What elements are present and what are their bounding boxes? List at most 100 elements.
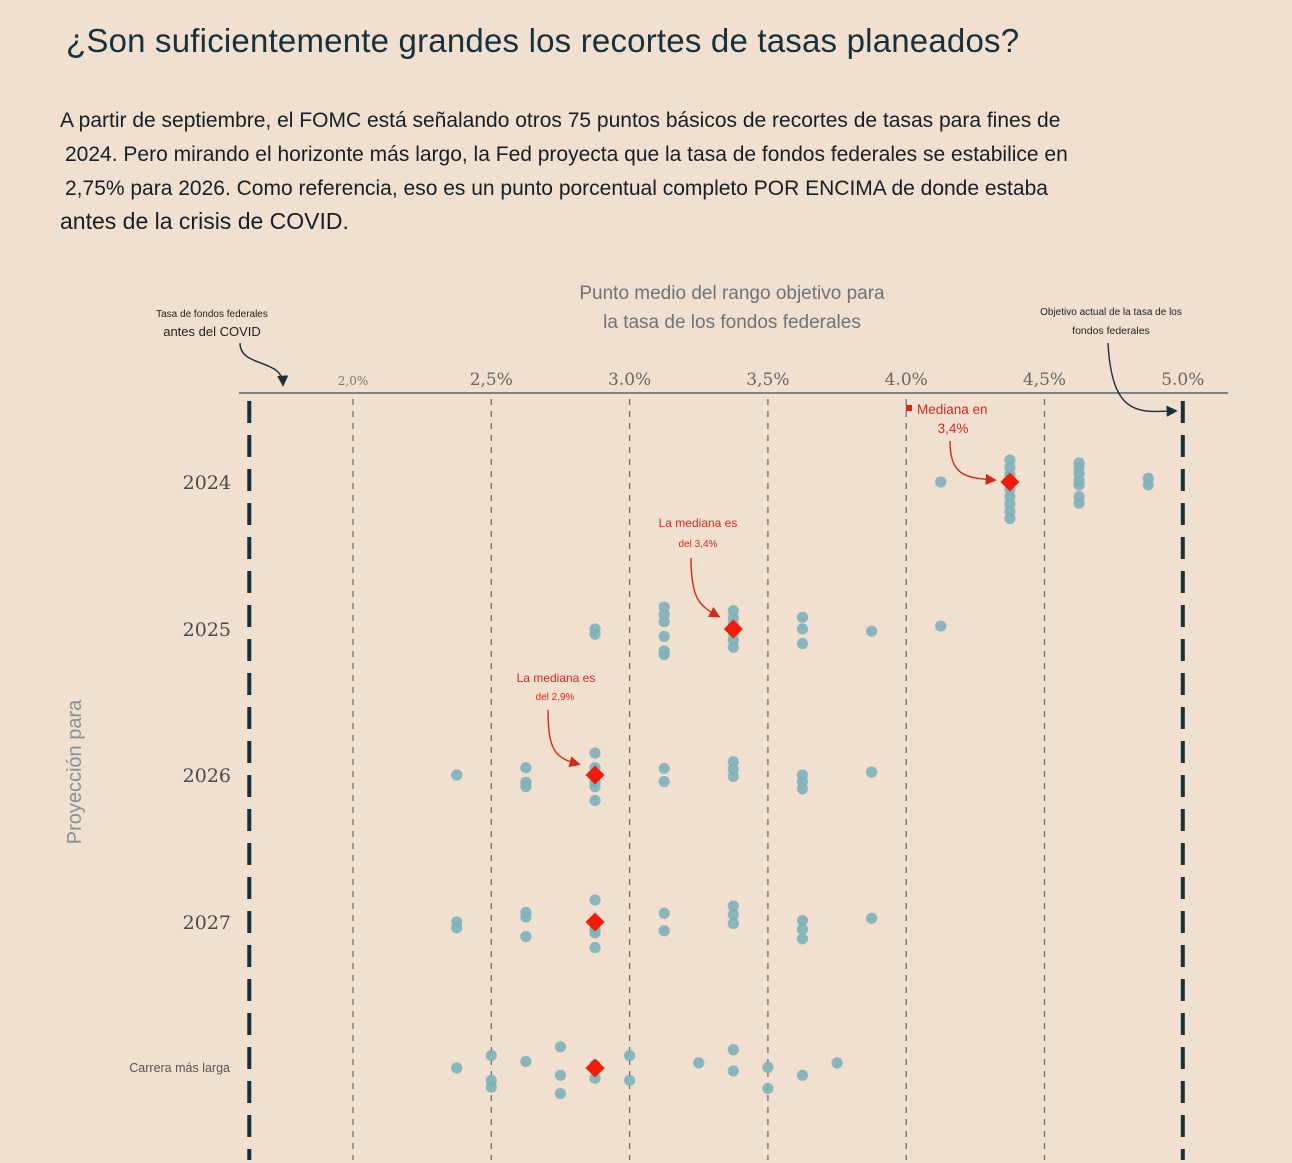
chart-title: ¿Son suficientemente grandes los recorte…: [66, 22, 1020, 59]
projection-dot: [554, 1087, 567, 1100]
projection-dot: [554, 1069, 567, 1081]
projection-dot: [520, 762, 532, 774]
chart-description: A partir de septiembre, el FOMC está señ…: [60, 104, 1220, 236]
projection-dot: [624, 1074, 636, 1087]
annotation-2024-line-1: Mediana en: [917, 402, 988, 417]
projection-dot: [1073, 479, 1085, 491]
projection-dot: [866, 766, 878, 778]
projection-dot: [727, 641, 739, 653]
projection-dot: [658, 648, 670, 661]
pre-covid-label-main: antes del COVID: [163, 324, 261, 339]
projection-dot: [727, 900, 739, 912]
projection-dot: [1073, 497, 1085, 509]
projection-dot: [796, 933, 809, 945]
pre-covid-arrow: [239, 342, 289, 387]
median-marker: [723, 619, 743, 639]
projection-dot: [589, 628, 601, 640]
annotation-2025-line-2: del 3,4%: [679, 539, 718, 550]
projection-dot: [589, 747, 601, 759]
pre-covid-label-small: Tasa de fondos federales: [156, 309, 268, 320]
projection-dot: [520, 931, 532, 943]
projection-dot: [658, 925, 670, 937]
projection-dot: [451, 922, 463, 934]
projection-dot: [658, 775, 670, 788]
projection-dot: [451, 1062, 463, 1074]
projection-dot: [866, 912, 878, 924]
projection-dot: [796, 914, 809, 927]
row-label: 2025: [183, 619, 231, 641]
annotation-2025-arrow: [690, 557, 721, 618]
row-label: Carrera más larga: [129, 1061, 230, 1075]
x-tick-label: 4,5%: [1023, 370, 1066, 390]
projection-dot: [451, 769, 463, 781]
projection-dot: [658, 907, 670, 919]
projection-dot: [624, 1049, 636, 1062]
annotation-2026-line-1: La mediana es: [517, 671, 596, 685]
projection-dot: [727, 917, 739, 930]
projection-dot: [727, 1044, 739, 1056]
median-marker: [1000, 472, 1020, 492]
projection-dot: [796, 1069, 809, 1081]
row-label: 2026: [183, 765, 231, 787]
projection-dot: [727, 909, 739, 921]
x-tick-label: 3,5%: [746, 370, 789, 390]
projection-dot: [485, 1081, 497, 1093]
x-axis-title-line-2: la tasa de los fondos federales: [603, 312, 861, 333]
projection-dot: [796, 783, 809, 795]
x-tick-label: 4.0%: [885, 370, 928, 390]
projection-dot: [589, 794, 601, 807]
projection-dot: [520, 1055, 532, 1068]
projection-dot: [796, 623, 809, 635]
reference-labels: Tasa de fondos federales antes del COVID…: [156, 307, 1182, 339]
annotation-2025-line-1: La mediana es: [659, 516, 738, 530]
projection-dot: [762, 1061, 774, 1073]
description-line-4: antes de la crisis de COVID.: [60, 208, 349, 234]
projection-dot: [589, 1072, 601, 1084]
projection-dot: [1004, 512, 1016, 525]
projection-dot: [589, 894, 601, 906]
row-label: 2024: [183, 472, 231, 494]
annotation-2024-arrow: [949, 440, 997, 485]
current-target-arrow: [1107, 342, 1178, 417]
current-target-label-small: Objetivo actual de la tasa de los: [1040, 307, 1182, 318]
projection-dot: [693, 1057, 705, 1069]
x-tick-label: 2,5%: [470, 370, 513, 390]
annotation-2026-arrow: [547, 709, 581, 768]
projection-dot: [520, 781, 532, 793]
projection-dot: [520, 911, 532, 923]
projection-dot: [796, 611, 809, 623]
median-marker: [585, 765, 605, 785]
x-tick-label: 3.0%: [608, 370, 651, 390]
projection-dot: [1142, 479, 1154, 491]
projection-dot: [796, 923, 809, 935]
projection-dot: [935, 620, 947, 632]
x-axis-title-line-1: Punto medio del rango objetivo para: [579, 283, 885, 304]
description-line-1: A partir de septiembre, el FOMC está señ…: [60, 109, 1061, 132]
projection-dot: [589, 941, 601, 954]
description-line-2: 2024. Pero mirando el horizonte más larg…: [65, 143, 1068, 166]
annotation-2026-line-2: del 2,9%: [536, 692, 575, 703]
projection-dot: [831, 1057, 843, 1069]
projection-dot: [727, 770, 739, 783]
projection-dot: [796, 638, 809, 650]
projection-dot: [658, 616, 670, 628]
current-target-label-main: fondos federales: [1072, 325, 1150, 337]
description-line-3: 2,75% para 2026. Como referencia, eso es…: [65, 177, 1048, 200]
projection-dot: [485, 1049, 497, 1062]
annotation-2024-line-2: 3,4%: [938, 421, 969, 436]
projection-dot: [762, 1082, 774, 1095]
row-label: 2027: [183, 912, 231, 934]
projection-dot: [589, 781, 601, 793]
projection-dot: [866, 625, 878, 637]
projection-dot: [935, 476, 947, 488]
projection-dot: [658, 762, 670, 775]
projection-dot: [658, 630, 670, 642]
y-axis-title: Proyección para: [64, 699, 86, 844]
legend-square-icon: [906, 405, 912, 411]
x-tick-label: 5.0%: [1161, 370, 1204, 390]
projection-dot: [554, 1041, 567, 1053]
projection-dot: [589, 927, 601, 939]
projection-dot: [727, 1065, 739, 1077]
median-marker: [585, 912, 605, 932]
